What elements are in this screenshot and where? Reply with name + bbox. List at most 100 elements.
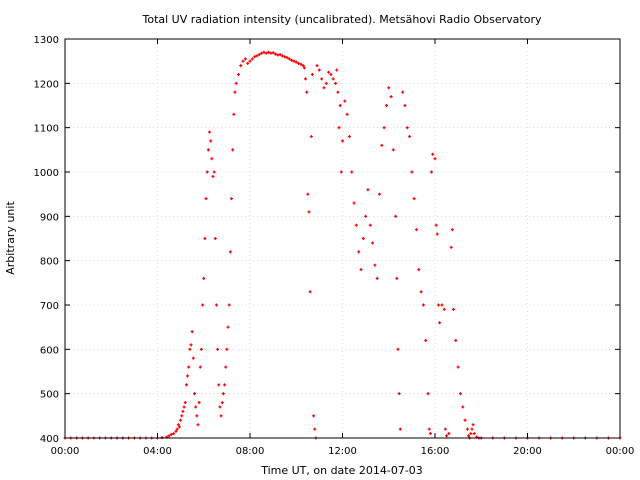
data-point xyxy=(345,112,349,116)
data-point xyxy=(401,90,405,94)
data-point xyxy=(299,62,303,66)
data-point xyxy=(223,383,227,387)
data-point xyxy=(180,414,184,418)
data-point xyxy=(232,112,236,116)
x-tick-label: 12:00 xyxy=(328,446,357,457)
data-point xyxy=(209,139,213,143)
data-point xyxy=(255,54,259,58)
data-point xyxy=(382,126,386,130)
y-tick-label: 900 xyxy=(40,212,59,223)
data-point xyxy=(435,232,439,236)
data-point xyxy=(285,56,289,60)
data-point xyxy=(206,148,210,152)
data-point xyxy=(445,434,449,438)
data-point xyxy=(217,383,221,387)
data-point xyxy=(290,58,294,62)
data-point xyxy=(427,427,431,431)
x-tick-label: 16:00 xyxy=(421,446,450,457)
data-point xyxy=(397,392,401,396)
data-point xyxy=(313,427,317,431)
data-point xyxy=(421,303,425,307)
data-point xyxy=(234,81,238,85)
data-point xyxy=(172,432,176,436)
data-point xyxy=(236,72,240,76)
data-point xyxy=(169,432,173,436)
data-point xyxy=(471,423,475,427)
data-point xyxy=(352,201,356,205)
data-point xyxy=(472,432,476,436)
data-point xyxy=(371,241,375,245)
data-point xyxy=(310,72,314,76)
data-point xyxy=(307,210,311,214)
data-point xyxy=(301,64,305,68)
data-point xyxy=(197,401,201,405)
data-point xyxy=(226,325,230,329)
y-axis-label: Arbitrary unit xyxy=(4,201,17,275)
data-point xyxy=(387,86,391,90)
data-point xyxy=(341,139,344,143)
data-point xyxy=(410,170,414,174)
data-point xyxy=(224,365,228,369)
data-point xyxy=(327,70,331,74)
data-point xyxy=(309,135,313,139)
data-point xyxy=(204,197,208,201)
data-point xyxy=(366,188,370,192)
data-point xyxy=(211,174,215,178)
data-point xyxy=(257,53,261,57)
data-point xyxy=(403,104,407,107)
data-point xyxy=(469,432,473,436)
data-point xyxy=(202,276,206,280)
data-point xyxy=(380,143,384,147)
data-point xyxy=(322,86,326,90)
data-point xyxy=(438,321,442,325)
data-point xyxy=(395,276,399,280)
data-point xyxy=(278,53,282,57)
data-point xyxy=(189,343,193,347)
data-point xyxy=(186,374,190,378)
y-tick-label: 800 xyxy=(40,257,59,268)
data-point xyxy=(262,50,266,54)
data-point xyxy=(176,423,180,427)
data-point xyxy=(456,365,460,369)
data-point xyxy=(317,68,321,72)
data-point xyxy=(320,77,324,81)
data-point xyxy=(361,237,365,240)
y-tick-label: 1000 xyxy=(34,168,59,179)
data-point xyxy=(398,427,402,431)
data-point xyxy=(315,64,319,68)
data-point xyxy=(426,392,430,396)
data-point xyxy=(190,330,194,334)
data-point xyxy=(470,427,474,431)
data-point xyxy=(219,414,223,418)
data-point xyxy=(412,197,416,201)
data-point xyxy=(443,427,447,431)
x-tick-label: 20:00 xyxy=(513,446,542,457)
data-point xyxy=(373,263,377,267)
data-point xyxy=(354,223,358,227)
data-point xyxy=(187,365,191,369)
data-point xyxy=(334,81,338,85)
data-point xyxy=(394,214,398,218)
data-point xyxy=(246,61,250,65)
y-tick-label: 700 xyxy=(40,301,59,312)
data-point xyxy=(199,347,203,351)
data-point xyxy=(230,197,233,201)
data-point xyxy=(214,303,218,307)
data-point xyxy=(210,157,214,161)
data-point xyxy=(221,392,225,396)
data-point xyxy=(233,90,237,94)
data-point xyxy=(389,95,393,99)
data-point xyxy=(167,434,171,438)
y-tick-label: 1200 xyxy=(34,79,59,90)
data-point xyxy=(424,338,428,342)
data-point xyxy=(218,405,222,409)
data-point xyxy=(264,51,268,55)
data-point xyxy=(305,90,309,94)
data-point xyxy=(436,303,440,307)
data-point xyxy=(338,104,342,107)
data-point xyxy=(396,347,400,351)
data-point xyxy=(228,250,232,254)
data-point xyxy=(442,307,446,311)
data-point xyxy=(241,59,245,63)
